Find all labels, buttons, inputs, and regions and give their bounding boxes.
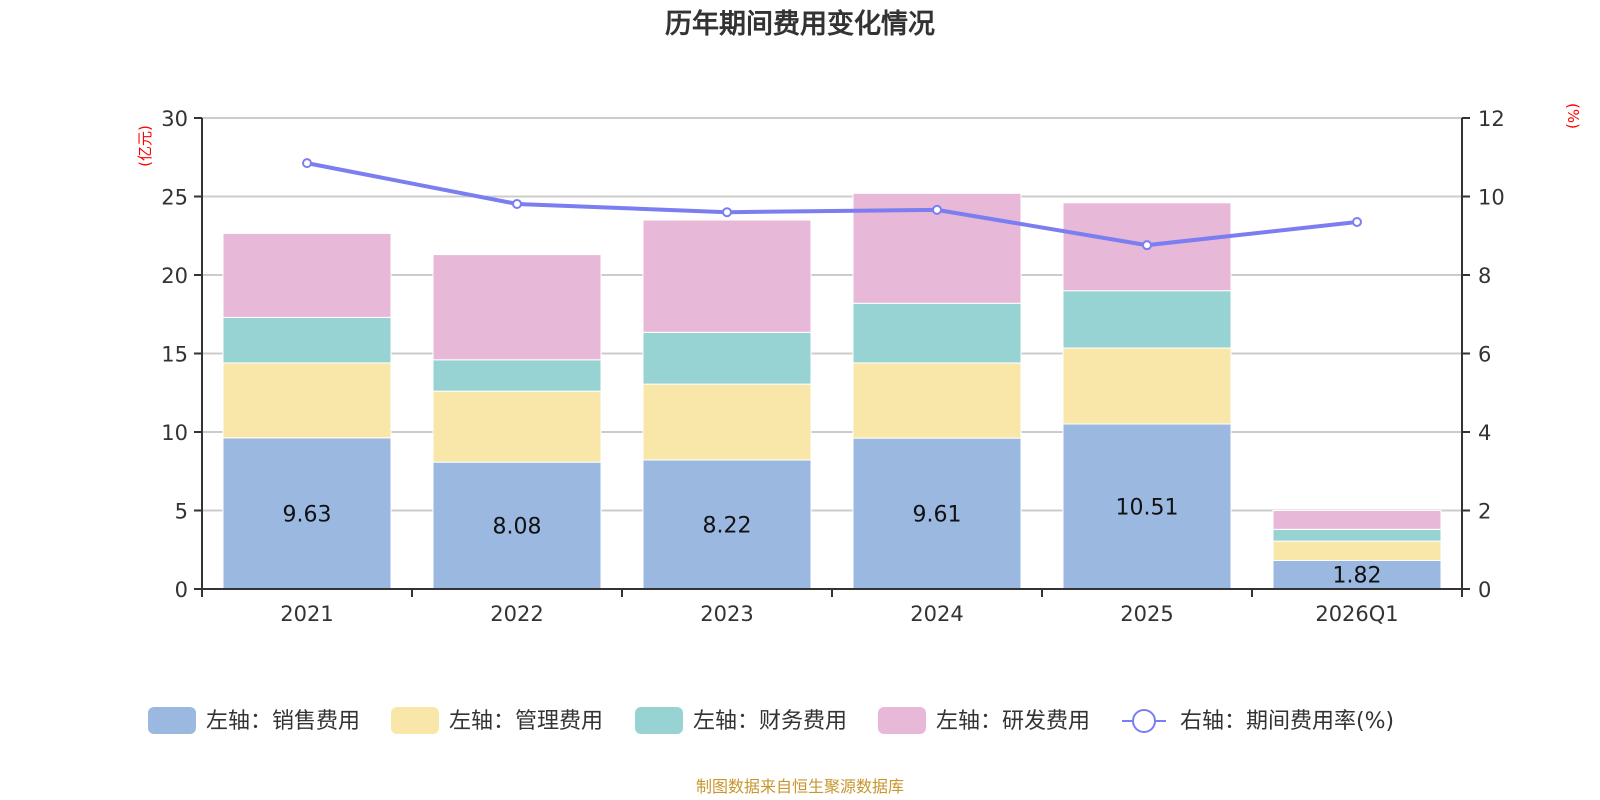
legend-swatch: [148, 707, 196, 734]
left-axis-tick-label: 5: [175, 500, 188, 524]
bar-segment: [432, 359, 602, 392]
bar-segment: [432, 390, 602, 463]
bar-data-label: 8.08: [493, 515, 542, 540]
rate-point: [722, 207, 732, 218]
right-axis-tick-label: 10: [1478, 186, 1505, 210]
bar-segment: [1062, 423, 1232, 590]
rate-point: [1352, 217, 1362, 228]
left-axis-unit: (亿元): [136, 125, 154, 167]
legend-label: 左轴：管理费用: [449, 709, 603, 734]
legend-label: 右轴：期间费用率(%): [1180, 709, 1394, 734]
right-axis-tick-label: 12: [1478, 107, 1505, 131]
bar-segment: [642, 219, 812, 333]
rate-point: [1142, 240, 1152, 251]
bar-data-label: 9.61: [913, 503, 962, 528]
bar-segment: [1062, 347, 1232, 425]
right-axis-unit: (%): [1564, 103, 1582, 129]
bar-segment: [642, 383, 812, 461]
right-axis-tick-label: 6: [1478, 343, 1491, 367]
rate-point: [932, 204, 942, 215]
chart-title: 历年期间费用变化情况: [665, 8, 935, 40]
data-labels: 9.63 8.08 8.22 9.61 10.51 1.82: [283, 495, 1382, 588]
bar-segment: [852, 302, 1022, 364]
rate-point: [512, 198, 522, 209]
bar-data-label: 9.63: [283, 502, 332, 527]
bar-segment: [642, 331, 812, 385]
right-axis-tick-label: 2: [1478, 500, 1491, 524]
x-axis-tick-label: 2023: [700, 602, 753, 626]
bar-data-label: 8.22: [703, 513, 752, 538]
bar-segment: [1062, 290, 1232, 349]
rate-point: [302, 158, 312, 169]
bar-segment: [432, 254, 602, 361]
grid-lines: [202, 117, 1462, 512]
bar-data-label: 1.82: [1333, 564, 1382, 589]
left-axis-tick-label: 20: [161, 264, 188, 288]
source-note: 制图数据来自恒生聚源数据库: [696, 777, 904, 796]
bar-segment: [1272, 528, 1442, 542]
right-axis-tick-label: 8: [1478, 264, 1491, 288]
left-axis-tick-label: 30: [161, 107, 188, 131]
bar-segment: [1272, 510, 1442, 530]
legend-label: 左轴：销售费用: [206, 709, 360, 734]
bar-segment: [642, 459, 812, 590]
legend-swatch: [878, 707, 926, 734]
rate-line-path: [306, 161, 1358, 248]
right-axis-tick-label: 0: [1478, 578, 1491, 602]
left-axis-tick-label: 10: [161, 421, 188, 445]
x-axis-tick-label: 2025: [1120, 602, 1173, 626]
bar-segment: [1272, 559, 1442, 590]
legend-swatch: [635, 707, 683, 734]
bar-segment: [222, 232, 392, 318]
x-axis-tick-label: 2024: [910, 602, 963, 626]
bar-segment: [222, 362, 392, 439]
x-axis-tick-label: 2021: [280, 602, 333, 626]
legend-label: 左轴：财务费用: [693, 709, 847, 734]
legend-swatch: [391, 707, 439, 734]
bar-data-label: 10.51: [1116, 495, 1179, 520]
right-axis-tick-label: 4: [1478, 421, 1491, 445]
left-axis-tick-label: 25: [161, 186, 188, 210]
legend: 左轴：销售费用 左轴：管理费用 左轴：财务费用 左轴：研发费用 右轴：期间费用率(%): [148, 707, 1394, 734]
bar-segment: [432, 461, 602, 590]
rate-line: [302, 158, 1362, 251]
legend-marker-icon: [1132, 709, 1156, 733]
bar-segment: [1272, 540, 1442, 561]
x-axis-tick-label: 2022: [490, 602, 543, 626]
legend-label: 左轴：研发费用: [936, 709, 1090, 734]
bar-segment: [222, 316, 392, 364]
left-axis-tick-label: 0: [175, 578, 188, 602]
left-axis-tick-label: 15: [161, 343, 188, 367]
bars: [222, 192, 1442, 590]
bar-segment: [852, 362, 1022, 439]
x-axis-tick-label: 2026Q1: [1315, 602, 1398, 626]
